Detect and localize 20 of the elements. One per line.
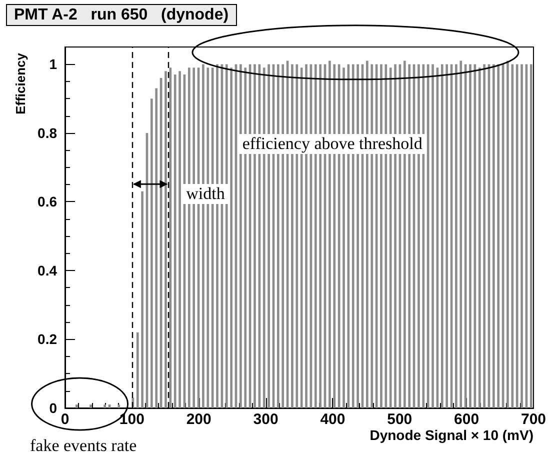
x-tick-label: 300 [253, 411, 278, 428]
x-tick-label: 0 [60, 411, 70, 428]
x-tick-label: 700 [520, 411, 546, 428]
x-tick-label: 100 [119, 411, 144, 428]
y-tick-label: 0 [49, 400, 58, 416]
x-tick-label: 200 [186, 411, 212, 428]
annotation: efficiency above threshold [238, 134, 426, 154]
chart-title: PMT A-2 run 650 (dynode) [14, 6, 229, 24]
y-tick-label: 0.8 [38, 124, 58, 141]
annotation: width [182, 184, 229, 204]
x-axis-title: Dynode Signal × 10 (mV) [370, 427, 534, 443]
x-tick-label: 400 [320, 411, 346, 428]
y-axis-title: Efficiency [13, 52, 28, 114]
y-tick-label: 0.4 [38, 262, 58, 278]
x-tick-label: 600 [454, 411, 480, 428]
y-tick-label: 0.6 [38, 194, 58, 210]
y-tick-label: 1 [49, 56, 58, 72]
text: fake events rate [29, 436, 138, 456]
y-tick-label: 0.2 [38, 331, 58, 348]
x-tick-label: 500 [387, 411, 412, 428]
